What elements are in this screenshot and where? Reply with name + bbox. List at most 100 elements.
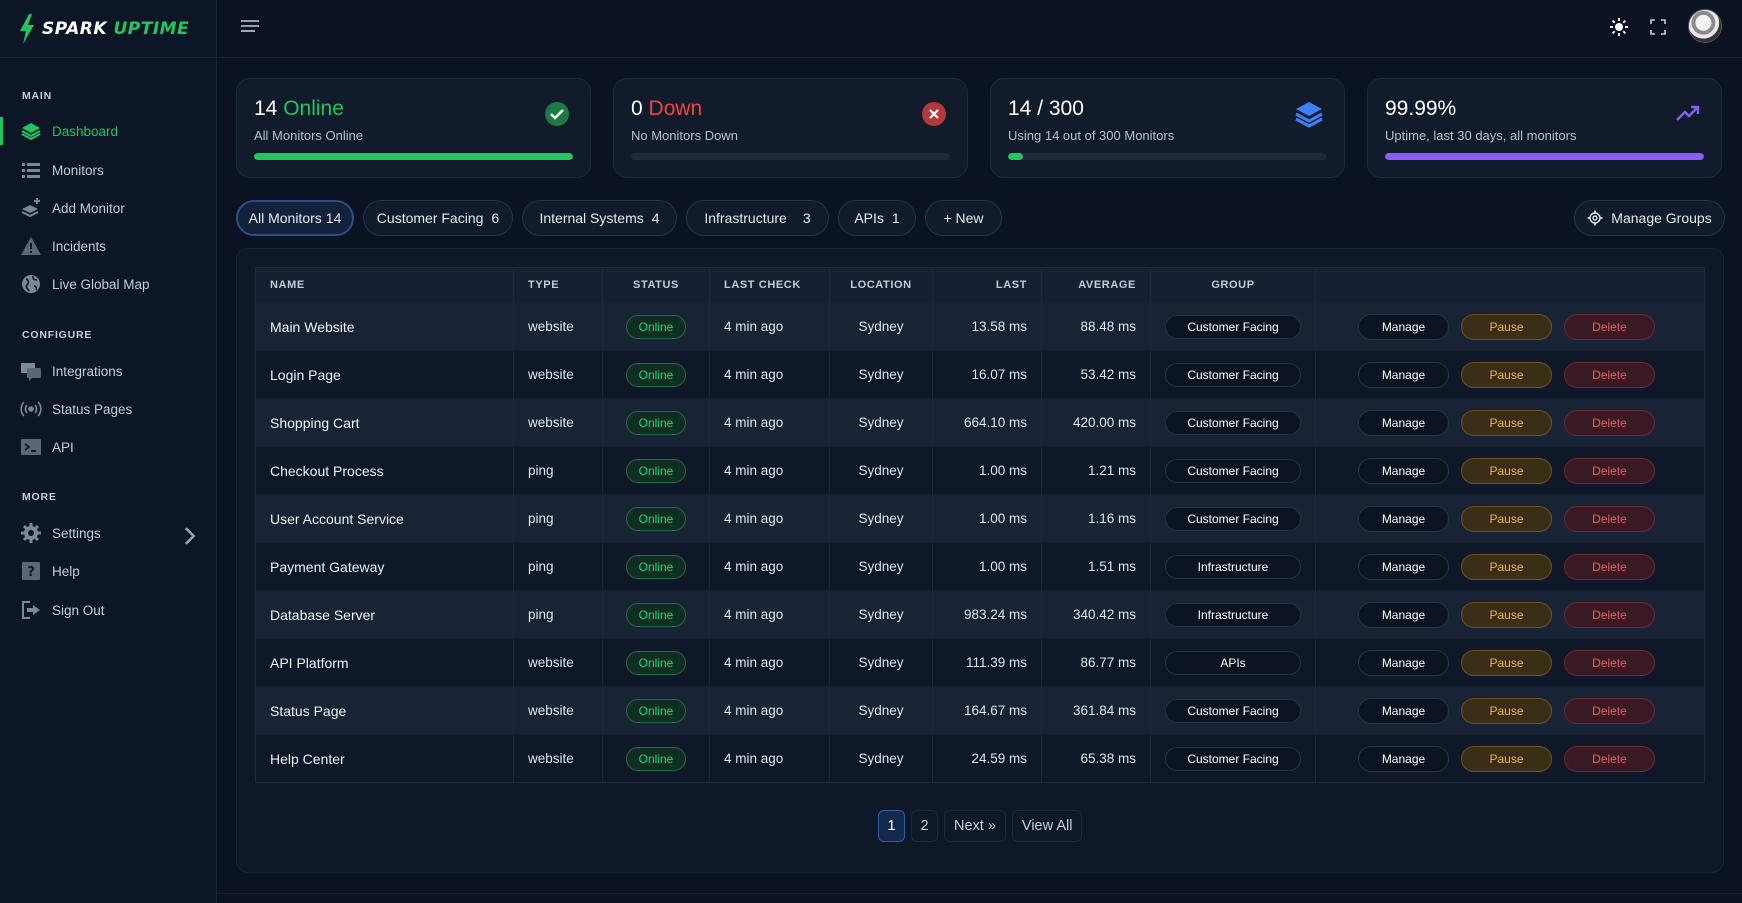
table-row: Help Center website Online 4 min ago Sydney 2…: [256, 734, 1704, 782]
sidebar-item-monitors[interactable]: Monitors: [0, 154, 216, 186]
sidebar-item-settings[interactable]: Settings: [0, 517, 216, 549]
column-header-last-check[interactable]: LAST CHECK: [710, 268, 830, 302]
pause-button[interactable]: Pause: [1461, 601, 1552, 628]
monitor-name[interactable]: Help Center: [256, 735, 514, 782]
monitor-type: website: [514, 351, 603, 398]
column-header-type[interactable]: TYPE: [514, 268, 603, 302]
delete-button[interactable]: Delete: [1564, 649, 1655, 676]
view-all-button[interactable]: View All: [1011, 810, 1083, 842]
delete-button[interactable]: Delete: [1564, 601, 1655, 628]
pause-button[interactable]: Pause: [1461, 697, 1552, 724]
group-cell: Customer Facing: [1151, 303, 1316, 350]
pause-button[interactable]: Pause: [1461, 745, 1552, 772]
delete-button[interactable]: Delete: [1564, 361, 1655, 388]
monitor-name[interactable]: User Account Service: [256, 495, 514, 542]
column-header-average[interactable]: AVERAGE: [1042, 268, 1151, 302]
new-group-button[interactable]: + New: [925, 200, 1002, 236]
monitor-name[interactable]: Database Server: [256, 591, 514, 638]
table-header-row: NAME TYPE STATUS LAST CHECK LOCATION LAS…: [256, 268, 1704, 302]
column-header-status[interactable]: STATUS: [603, 268, 710, 302]
status-badge: Online: [625, 314, 687, 339]
sidebar-item-dashboard[interactable]: Dashboard: [0, 115, 216, 147]
average-response-time: 340.42 ms: [1042, 591, 1151, 638]
pause-button[interactable]: Pause: [1461, 457, 1552, 484]
tab-all-monitors[interactable]: All Monitors 14: [236, 200, 354, 236]
sidebar-item-status-pages[interactable]: Status Pages: [0, 393, 216, 425]
last-response-time: 1.00 ms: [933, 495, 1042, 542]
manage-button[interactable]: Manage: [1358, 361, 1449, 388]
tab-count: 14: [325, 210, 342, 226]
delete-button[interactable]: Delete: [1564, 457, 1655, 484]
sidebar-item-label: Help: [52, 563, 80, 579]
column-header-location[interactable]: LOCATION: [830, 268, 933, 302]
menu-toggle-icon[interactable]: [240, 18, 260, 36]
sidebar-item-add-monitor[interactable]: Add Monitor: [0, 192, 216, 224]
pause-button[interactable]: Pause: [1461, 553, 1552, 580]
delete-button[interactable]: Delete: [1564, 697, 1655, 724]
delete-button[interactable]: Delete: [1564, 745, 1655, 772]
tab-customer-facing[interactable]: Customer Facing 6: [363, 200, 513, 236]
tab-infrastructure[interactable]: Infrastructure 3: [686, 200, 829, 236]
sidebar-item-help[interactable]: ? Help: [0, 555, 216, 587]
manage-groups-button[interactable]: Manage Groups: [1574, 200, 1725, 236]
gear-icon: [1587, 210, 1603, 226]
group-badge: Customer Facing: [1165, 746, 1301, 771]
column-header-name[interactable]: NAME: [256, 268, 514, 302]
manage-button[interactable]: Manage: [1358, 505, 1449, 532]
monitors-table: NAME TYPE STATUS LAST CHECK LOCATION LAS…: [255, 267, 1705, 783]
fullscreen-icon[interactable]: [1647, 16, 1669, 38]
monitor-name[interactable]: Checkout Process: [256, 447, 514, 494]
average-response-time: 65.38 ms: [1042, 735, 1151, 782]
monitor-name[interactable]: Shopping Cart: [256, 399, 514, 446]
column-header-group[interactable]: GROUP: [1151, 268, 1316, 302]
manage-button[interactable]: Manage: [1358, 745, 1449, 772]
sidebar-item-integrations[interactable]: Integrations: [0, 355, 216, 387]
tab-apis[interactable]: APIs 1: [838, 200, 916, 236]
monitor-name[interactable]: Payment Gateway: [256, 543, 514, 590]
status-badge: Online: [625, 602, 687, 627]
pause-button[interactable]: Pause: [1461, 505, 1552, 532]
last-response-time: 1.00 ms: [933, 447, 1042, 494]
manage-button[interactable]: Manage: [1358, 313, 1449, 340]
manage-button[interactable]: Manage: [1358, 457, 1449, 484]
tab-internal-systems[interactable]: Internal Systems 4: [522, 200, 677, 236]
manage-button[interactable]: Manage: [1358, 601, 1449, 628]
stat-highlight: Online: [283, 97, 344, 120]
pause-button[interactable]: Pause: [1461, 313, 1552, 340]
theme-toggle-icon[interactable]: [1608, 16, 1630, 38]
next-page-button[interactable]: Next »: [944, 810, 1006, 842]
tab-label: Internal Systems: [539, 210, 644, 226]
pause-button[interactable]: Pause: [1461, 361, 1552, 388]
table-row: Login Page website Online 4 min ago Sydney 16…: [256, 350, 1704, 398]
manage-button[interactable]: Manage: [1358, 409, 1449, 436]
sidebar-item-api[interactable]: API: [0, 431, 216, 463]
monitor-name[interactable]: Status Page: [256, 687, 514, 734]
status-cell: Online: [603, 447, 710, 494]
user-avatar[interactable]: [1688, 9, 1722, 43]
monitor-type: website: [514, 735, 603, 782]
delete-button[interactable]: Delete: [1564, 409, 1655, 436]
manage-button[interactable]: Manage: [1358, 649, 1449, 676]
monitor-name[interactable]: Login Page: [256, 351, 514, 398]
delete-button[interactable]: Delete: [1564, 553, 1655, 580]
page-button-1[interactable]: 1: [878, 810, 905, 842]
page-button-2[interactable]: 2: [911, 810, 938, 842]
pause-button[interactable]: Pause: [1461, 409, 1552, 436]
manage-button[interactable]: Manage: [1358, 697, 1449, 724]
sidebar-item-live-global-map[interactable]: Live Global Map: [0, 268, 216, 300]
stat-card-down: 0 Down No Monitors Down: [613, 78, 968, 178]
monitor-name[interactable]: Main Website: [256, 303, 514, 350]
pause-button[interactable]: Pause: [1461, 649, 1552, 676]
delete-button[interactable]: Delete: [1564, 505, 1655, 532]
brand-name-part2: UPTIME: [113, 19, 190, 39]
pagination: 1 2 Next » View All: [878, 810, 1083, 842]
monitor-name[interactable]: API Platform: [256, 639, 514, 686]
column-header-last[interactable]: LAST: [933, 268, 1042, 302]
sidebar-item-sign-out[interactable]: Sign Out: [0, 594, 216, 626]
manage-button[interactable]: Manage: [1358, 553, 1449, 580]
delete-button[interactable]: Delete: [1564, 313, 1655, 340]
sidebar-item-incidents[interactable]: Incidents: [0, 230, 216, 262]
last-check: 4 min ago: [710, 495, 830, 542]
brand-logo[interactable]: SPARK UPTIME: [18, 14, 189, 44]
actions-cell: Manage Pause Delete: [1316, 447, 1704, 494]
